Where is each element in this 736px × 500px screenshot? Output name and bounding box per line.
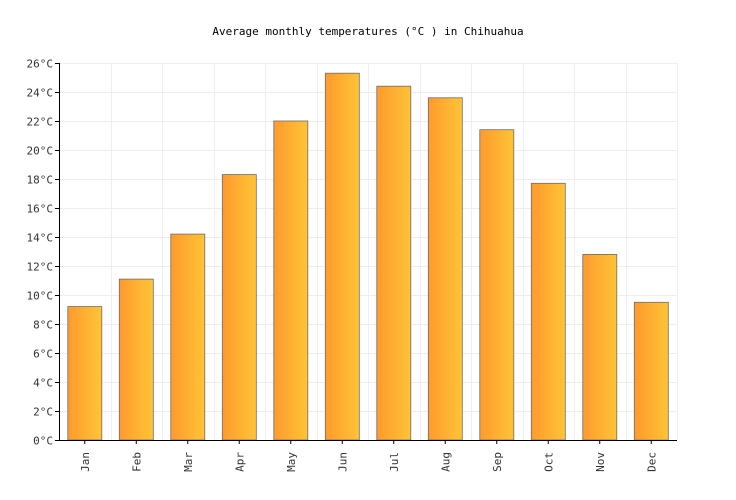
y-tick-label: 4°C xyxy=(33,377,53,390)
x-tick-label-jan: Jan xyxy=(79,452,92,472)
y-tick-label: 22°C xyxy=(27,116,54,129)
x-tick-label-aug: Aug xyxy=(439,452,452,472)
y-tick-label: 12°C xyxy=(27,261,54,274)
y-tick-label: 10°C xyxy=(27,290,54,303)
x-tick-label-feb: Feb xyxy=(130,452,143,472)
x-tick-label-dec: Dec xyxy=(645,452,658,472)
bars xyxy=(67,72,669,441)
x-tick-label-mar: Mar xyxy=(182,452,195,472)
x-tick-label-nov: Nov xyxy=(594,452,607,472)
chart-title: Average monthly temperatures (°C ) in Ch… xyxy=(212,25,523,38)
axes xyxy=(55,63,677,441)
y-tick-label: 14°C xyxy=(27,232,54,245)
y-tick-label: 18°C xyxy=(27,174,54,187)
y-tick-label: 8°C xyxy=(33,319,53,332)
x-tick-label-jun: Jun xyxy=(336,452,349,472)
y-tick-label: 20°C xyxy=(27,145,54,158)
bar-aug xyxy=(427,97,463,441)
y-tick-label: 0°C xyxy=(33,435,53,448)
x-tick-label-may: May xyxy=(285,452,298,472)
bar-apr xyxy=(221,174,257,441)
bar-may xyxy=(273,120,309,441)
bar-jul xyxy=(376,85,412,441)
y-tick-label: 2°C xyxy=(33,406,53,419)
y-axis-ticks: 0°C 2°C 4°C 6°C 8°C 10°C 12°C 14°C 16°C 18°C 20°C 2… xyxy=(27,58,59,448)
bar-nov xyxy=(582,253,618,441)
x-tick-label-apr: Apr xyxy=(233,452,246,472)
y-tick-label: 24°C xyxy=(27,87,54,100)
bar-sep xyxy=(479,129,515,441)
bar-feb xyxy=(118,278,154,441)
x-tick-label-oct: Oct xyxy=(542,452,555,472)
x-axis-ticks: Jan Feb Mar Apr May Jun Jul Aug Sep Oct Nov Dec xyxy=(79,440,658,472)
x-tick-label-sep: Sep xyxy=(491,452,504,472)
grid-lines xyxy=(59,63,678,441)
x-tick-label-jul: Jul xyxy=(388,452,401,472)
bar-oct xyxy=(530,182,566,441)
bar-jun xyxy=(324,72,360,441)
y-tick-label: 16°C xyxy=(27,203,54,216)
y-tick-label: 6°C xyxy=(33,348,53,361)
bar-jan xyxy=(67,306,103,441)
bar-dec xyxy=(633,301,669,441)
y-tick-label: 26°C xyxy=(27,58,54,71)
bar-mar xyxy=(170,233,206,441)
